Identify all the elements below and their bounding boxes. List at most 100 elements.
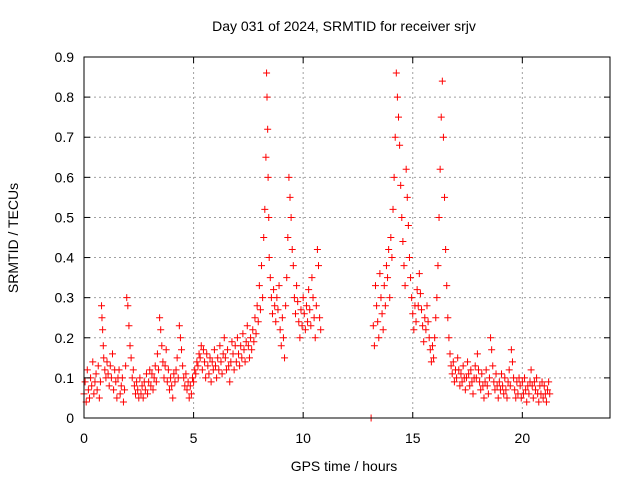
data-point — [384, 274, 392, 282]
data-point — [511, 386, 519, 394]
data-points — [80, 69, 554, 422]
data-point — [125, 322, 133, 330]
data-point — [447, 362, 455, 370]
data-point — [468, 378, 476, 386]
data-point — [221, 354, 229, 362]
data-point — [284, 234, 292, 241]
data-point — [155, 366, 163, 374]
plot-frame — [83, 56, 611, 419]
data-point — [546, 390, 554, 398]
data-point — [204, 362, 212, 370]
data-point — [285, 173, 293, 181]
data-point — [190, 378, 198, 386]
data-point — [495, 378, 503, 386]
data-point — [435, 213, 443, 221]
data-point — [141, 386, 149, 394]
data-point — [84, 386, 92, 394]
data-point — [122, 362, 130, 370]
data-point — [235, 350, 243, 358]
data-point — [296, 334, 304, 342]
data-point — [446, 350, 454, 358]
y-tick-label: 0.7 — [55, 129, 75, 145]
data-point — [201, 358, 209, 366]
y-tick-label: 0.1 — [55, 370, 75, 386]
data-point — [164, 366, 172, 374]
data-point — [439, 133, 447, 141]
data-point — [225, 362, 233, 370]
data-point — [401, 282, 409, 290]
data-point — [467, 366, 475, 374]
data-point — [115, 366, 123, 374]
axis-ticks — [83, 56, 610, 419]
data-point — [274, 306, 282, 314]
data-point — [110, 386, 118, 394]
data-point — [375, 334, 383, 342]
data-point — [256, 306, 264, 314]
data-point — [236, 362, 244, 370]
data-point — [116, 390, 124, 398]
data-point — [162, 346, 170, 354]
data-point — [420, 338, 428, 346]
data-point — [317, 326, 325, 334]
data-point — [117, 382, 125, 390]
data-point — [134, 386, 142, 394]
data-point — [241, 358, 249, 366]
data-point — [245, 354, 253, 362]
data-point — [150, 374, 158, 382]
data-point — [242, 338, 250, 346]
data-point — [481, 378, 489, 386]
data-point — [159, 358, 167, 366]
data-point — [456, 382, 464, 390]
data-point — [105, 382, 113, 390]
data-point — [315, 262, 323, 270]
data-point — [389, 205, 397, 213]
data-point — [220, 334, 228, 342]
data-point — [123, 294, 131, 302]
grid-lines — [84, 57, 610, 418]
tick-labels: 0 0.1 0.2 0.3 0.4 0.5 0.6 0.7 0.8 0.9 0 5 10 15 20 — [55, 49, 531, 446]
data-point — [422, 326, 430, 334]
data-point — [293, 282, 301, 290]
x-tick-label: 10 — [295, 430, 311, 446]
data-point — [124, 302, 132, 310]
data-point — [458, 378, 466, 386]
data-point — [248, 346, 256, 354]
data-point — [118, 374, 126, 382]
data-point — [483, 382, 491, 390]
data-point — [95, 394, 103, 402]
data-point — [88, 382, 96, 390]
data-point — [507, 346, 515, 354]
data-point — [542, 398, 550, 406]
data-point — [156, 314, 164, 322]
data-point — [370, 342, 378, 350]
data-point — [148, 370, 156, 378]
data-point — [544, 386, 552, 394]
data-point — [437, 113, 445, 121]
data-point — [198, 366, 206, 374]
data-point — [144, 390, 152, 398]
data-point — [258, 262, 266, 270]
data-point — [480, 394, 488, 402]
data-point — [98, 302, 106, 310]
data-point — [85, 394, 93, 402]
data-point — [286, 193, 294, 201]
data-point — [261, 205, 269, 213]
data-point — [449, 358, 457, 366]
data-point — [151, 362, 159, 370]
data-point — [172, 366, 180, 374]
data-point — [171, 378, 179, 386]
data-point — [454, 354, 462, 362]
data-point — [462, 374, 470, 382]
data-point — [309, 294, 317, 302]
data-point — [301, 326, 309, 334]
data-point — [224, 346, 232, 354]
data-point — [103, 358, 111, 366]
data-point — [538, 378, 546, 386]
data-point — [165, 386, 173, 394]
y-tick-label: 0.8 — [55, 89, 75, 105]
data-point — [265, 213, 273, 221]
data-point — [249, 326, 257, 334]
data-point — [400, 262, 408, 270]
data-point — [210, 346, 218, 354]
y-tick-label: 0.5 — [55, 209, 75, 225]
